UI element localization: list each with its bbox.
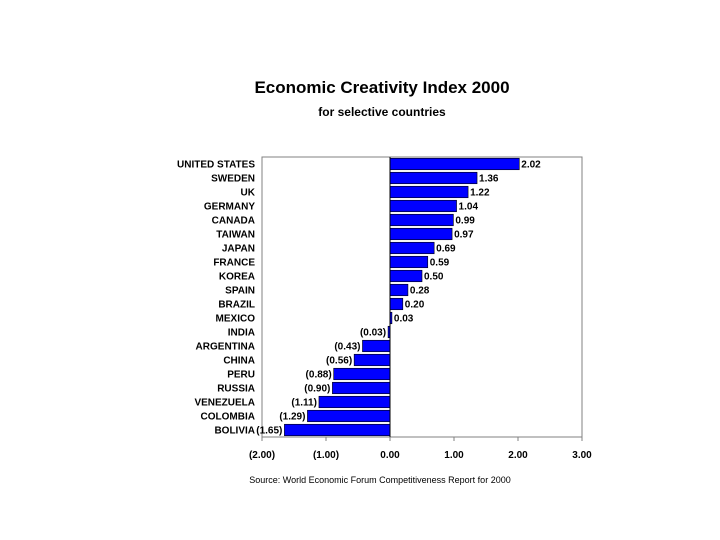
data-label: (0.56) <box>326 356 352 367</box>
data-label: (0.88) <box>306 370 332 381</box>
category-label: SPAIN <box>225 286 255 297</box>
data-label: 1.04 <box>459 202 479 213</box>
category-label: CANADA <box>212 216 255 227</box>
category-label: PERU <box>227 370 255 381</box>
chart-title: Economic Creativity Index 2000 <box>254 78 510 97</box>
x-tick-label: 0.00 <box>380 450 400 461</box>
bar <box>389 185 469 199</box>
bar <box>389 199 457 213</box>
bar <box>284 423 391 437</box>
data-label: 0.99 <box>455 216 475 227</box>
data-label: 0.28 <box>410 286 430 297</box>
data-label: 0.69 <box>436 244 456 255</box>
bar <box>353 353 391 367</box>
bar <box>389 283 409 297</box>
category-label: FRANCE <box>213 258 255 269</box>
category-label: CHINA <box>223 356 255 367</box>
x-tick-label: 1.00 <box>444 450 464 461</box>
bar <box>389 171 478 185</box>
category-label: VENEZUELA <box>194 398 255 409</box>
category-label: UK <box>241 188 256 199</box>
bar <box>389 213 454 227</box>
bar <box>389 255 429 269</box>
category-label: ARGENTINA <box>196 342 255 353</box>
category-label: GERMANY <box>204 202 255 213</box>
category-label: KOREA <box>219 272 255 283</box>
data-label: (0.90) <box>304 384 330 395</box>
bar <box>332 381 391 395</box>
data-label: 1.22 <box>470 188 490 199</box>
data-label: 0.03 <box>394 314 414 325</box>
category-label: MEXICO <box>216 314 256 325</box>
bar <box>318 395 391 409</box>
data-label: (1.11) <box>291 398 317 409</box>
bar <box>307 409 391 423</box>
data-label: (0.03) <box>360 328 386 339</box>
category-label: INDIA <box>228 328 255 339</box>
category-label: BOLIVIA <box>214 426 255 437</box>
category-label: UNITED STATES <box>177 160 255 171</box>
data-label: (1.29) <box>279 412 305 423</box>
data-label: (1.65) <box>256 426 282 437</box>
bar <box>333 367 391 381</box>
category-label: TAIWAN <box>216 230 255 241</box>
data-label: 1.36 <box>479 174 499 185</box>
data-label: 0.50 <box>424 272 444 283</box>
category-label: JAPAN <box>222 244 255 255</box>
data-label: 0.59 <box>430 258 450 269</box>
x-tick-label: 3.00 <box>572 450 592 461</box>
x-tick-label: (1.00) <box>313 450 339 461</box>
category-label: COLOMBIA <box>201 412 255 423</box>
category-label: SWEDEN <box>211 174 255 185</box>
data-label: 2.02 <box>521 160 541 171</box>
data-label: 0.97 <box>454 230 474 241</box>
x-tick-label: 2.00 <box>508 450 528 461</box>
category-label: RUSSIA <box>217 384 255 395</box>
bar <box>389 157 520 171</box>
bar <box>389 269 423 283</box>
data-label: 0.20 <box>405 300 425 311</box>
chart-subtitle: for selective countries <box>318 105 446 119</box>
x-tick-label: (2.00) <box>249 450 275 461</box>
data-label: (0.43) <box>334 342 360 353</box>
bar <box>389 227 453 241</box>
bar <box>389 297 404 311</box>
chart-source: Source: World Economic Forum Competitive… <box>249 475 511 485</box>
plot-area <box>261 156 583 438</box>
bar <box>389 241 435 255</box>
category-label: BRAZIL <box>218 300 255 311</box>
bar <box>362 339 391 353</box>
